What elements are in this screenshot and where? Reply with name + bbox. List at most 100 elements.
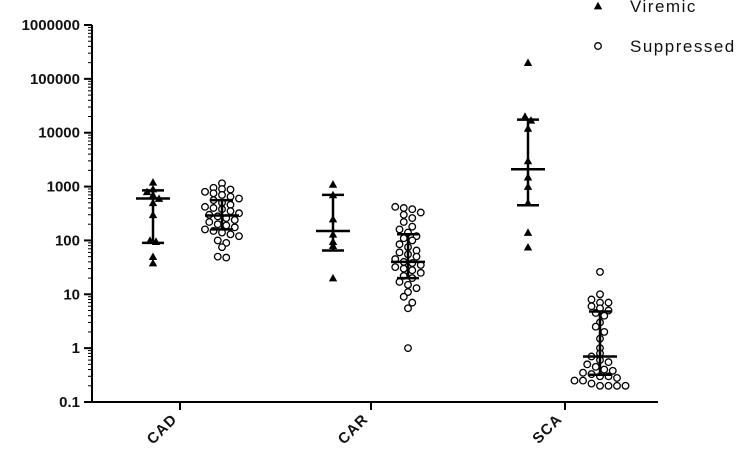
point-suppressed-car	[391, 202, 400, 211]
point-suppressed-car	[404, 288, 412, 297]
point-suppressed-sca	[596, 290, 604, 299]
point-suppressed-car	[412, 284, 421, 293]
point-suppressed-car	[395, 240, 404, 249]
point-suppressed-sca	[583, 360, 592, 369]
point-suppressed-cad	[222, 221, 231, 230]
point-suppressed-car	[416, 208, 425, 217]
point-viremic-sca	[523, 242, 533, 251]
point-suppressed-cad	[205, 218, 214, 226]
point-suppressed-sca	[579, 376, 587, 385]
point-suppressed-cad	[230, 216, 239, 224]
x-tick-label-sca: SCA	[529, 411, 566, 448]
point-suppressed-car	[391, 263, 400, 272]
point-suppressed-cad	[201, 225, 209, 234]
y-tick-label: 10000	[38, 125, 80, 142]
point-suppressed-sca	[600, 365, 609, 374]
x-axis-ticks: CAD CAR SCA	[144, 402, 566, 448]
point-suppressed-cad	[201, 187, 209, 196]
y-tick-label: 1000	[47, 179, 80, 196]
y-tick-label: 1	[72, 340, 80, 357]
point-suppressed-car	[416, 268, 425, 277]
legend-label-viremic: Viremic	[630, 0, 697, 16]
legend-marker-suppressed	[594, 42, 602, 50]
point-suppressed-car	[395, 225, 404, 234]
point-viremic-sca	[520, 112, 530, 120]
point-suppressed-car	[399, 292, 408, 301]
point-suppressed-car	[408, 236, 417, 245]
point-suppressed-sca	[600, 311, 609, 320]
point-suppressed-sca	[596, 381, 604, 390]
point-viremic-cad	[148, 258, 158, 267]
point-suppressed-cad	[222, 253, 231, 262]
point-suppressed-sca	[587, 302, 596, 311]
axes	[91, 25, 658, 403]
point-suppressed-car	[404, 344, 412, 353]
point-suppressed-sca	[604, 381, 613, 390]
point-suppressed-cad	[235, 232, 243, 241]
point-viremic-car	[328, 273, 338, 282]
point-viremic-car	[328, 180, 338, 188]
point-suppressed-cad	[226, 200, 235, 209]
y-tick-label: 0.1	[59, 394, 80, 411]
point-suppressed-sca	[604, 298, 613, 307]
x-tick-label-cad: CAD	[144, 411, 181, 448]
point-suppressed-sca	[613, 373, 621, 382]
point-viremic-cad	[148, 178, 158, 186]
point-suppressed-sca	[604, 358, 613, 367]
point-suppressed-sca	[596, 267, 604, 276]
point-suppressed-sca	[587, 295, 596, 304]
point-suppressed-sca	[579, 368, 587, 377]
point-suppressed-cad	[213, 252, 222, 261]
point-suppressed-cad	[213, 220, 222, 229]
y-axis-ticks: 0.1 1 10 100 1000 10000 100000 1000000	[22, 17, 92, 411]
point-suppressed-car	[399, 204, 408, 212]
y-tick-label: 1000000	[22, 17, 80, 34]
point-suppressed-car	[404, 280, 412, 289]
y-tick-label: 10	[63, 286, 80, 303]
point-suppressed-sca	[591, 362, 600, 371]
y-tick-label: 100	[55, 232, 80, 249]
legend-label-suppressed: Suppressed	[630, 37, 736, 56]
point-suppressed-cad	[226, 185, 235, 194]
point-suppressed-cad	[213, 236, 222, 245]
legend-marker-viremic	[593, 1, 603, 10]
point-suppressed-car	[408, 214, 417, 223]
point-viremic-cad	[148, 252, 158, 261]
point-suppressed-car	[404, 304, 412, 313]
point-suppressed-sca	[600, 327, 609, 336]
point-suppressed-car	[408, 205, 417, 214]
point-suppressed-cad	[226, 207, 235, 216]
point-suppressed-sca	[608, 366, 617, 375]
point-viremic-sca	[523, 228, 533, 236]
point-suppressed-sca	[613, 381, 621, 390]
median-iqr-bars	[136, 118, 617, 377]
point-suppressed-cad	[218, 190, 226, 199]
point-suppressed-car	[408, 266, 417, 275]
point-suppressed-cad	[209, 189, 218, 198]
data-points	[142, 58, 630, 390]
point-suppressed-car	[399, 264, 408, 273]
point-suppressed-sca	[591, 322, 600, 331]
point-suppressed-cad	[226, 230, 235, 239]
point-suppressed-car	[395, 277, 404, 286]
point-suppressed-car	[399, 218, 408, 226]
x-tick-label-car: CAR	[335, 411, 372, 448]
point-suppressed-car	[399, 210, 408, 219]
point-suppressed-sca	[621, 381, 630, 390]
point-suppressed-car	[395, 248, 404, 257]
y-tick-label: 100000	[30, 71, 80, 88]
point-suppressed-sca	[587, 379, 596, 388]
point-suppressed-car	[408, 298, 417, 307]
point-suppressed-cad	[235, 194, 243, 203]
point-suppressed-sca	[570, 376, 579, 385]
point-viremic-sca	[523, 58, 533, 67]
legend: Viremic Suppressed	[593, 0, 736, 56]
point-suppressed-car	[412, 252, 421, 261]
point-suppressed-cad	[230, 223, 239, 232]
point-suppressed-car	[408, 222, 417, 231]
point-suppressed-cad	[209, 204, 218, 212]
point-suppressed-cad	[201, 202, 209, 211]
point-suppressed-cad	[218, 243, 226, 252]
point-suppressed-car	[399, 234, 408, 243]
